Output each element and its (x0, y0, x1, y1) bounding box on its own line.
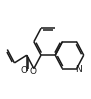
Text: N: N (76, 65, 82, 74)
Text: O: O (20, 66, 27, 75)
Text: O: O (29, 67, 36, 76)
